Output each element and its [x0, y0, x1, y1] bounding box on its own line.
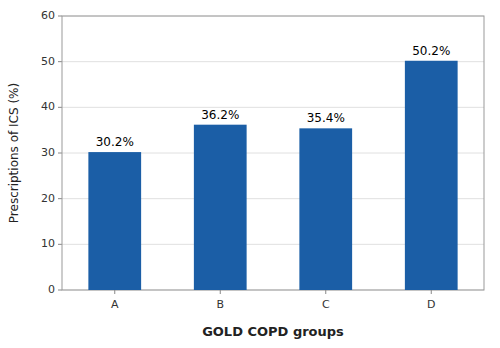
data-label: 30.2% [96, 135, 134, 149]
x-tick [325, 290, 326, 294]
y-tick-label: 10 [41, 237, 55, 250]
bar [405, 61, 458, 290]
x-tick [114, 290, 115, 294]
x-tick [220, 290, 221, 294]
y-tick-label: 60 [41, 9, 55, 22]
bar [194, 125, 247, 290]
grid [62, 16, 484, 290]
y-tick-label: 0 [48, 283, 55, 296]
y-tick [58, 153, 62, 154]
x-tick-label: C [322, 298, 330, 311]
y-tick [58, 61, 62, 62]
y-tick [58, 198, 62, 199]
bar [88, 152, 141, 290]
x-tick-label: A [111, 298, 119, 311]
y-tick [58, 16, 62, 17]
y-tick [58, 244, 62, 245]
x-tick-label: D [427, 298, 435, 311]
data-label: 36.2% [201, 108, 239, 122]
y-tick-label: 40 [41, 100, 55, 113]
data-labels: 30.2% 36.2% 35.4% 50.2% [96, 44, 451, 149]
y-tick-label: 50 [41, 55, 55, 68]
chart-container: 0 10 20 30 40 50 60 A B C D 30.2% 36.2% 35.4% 50.2% GOL… [0, 0, 500, 348]
bar [299, 128, 352, 290]
data-label: 50.2% [412, 44, 450, 58]
y-tick-label: 30 [41, 146, 55, 159]
y-tick [58, 290, 62, 291]
bars [88, 61, 457, 290]
y-tick [58, 107, 62, 108]
data-label: 35.4% [307, 111, 345, 125]
plot-frame [62, 16, 484, 290]
y-axis-label: Prescriptions of ICS (%) [7, 83, 21, 223]
chart: 0 10 20 30 40 50 60 A B C D 30.2% 36.2% 35.4% 50.2% GOL… [0, 0, 500, 348]
x-axis-label: GOLD COPD groups [202, 324, 344, 339]
y-tick-label: 20 [41, 192, 55, 205]
x-tick [431, 290, 432, 294]
axes: 0 10 20 30 40 50 60 A B C D [41, 9, 484, 311]
x-tick-label: B [216, 298, 224, 311]
